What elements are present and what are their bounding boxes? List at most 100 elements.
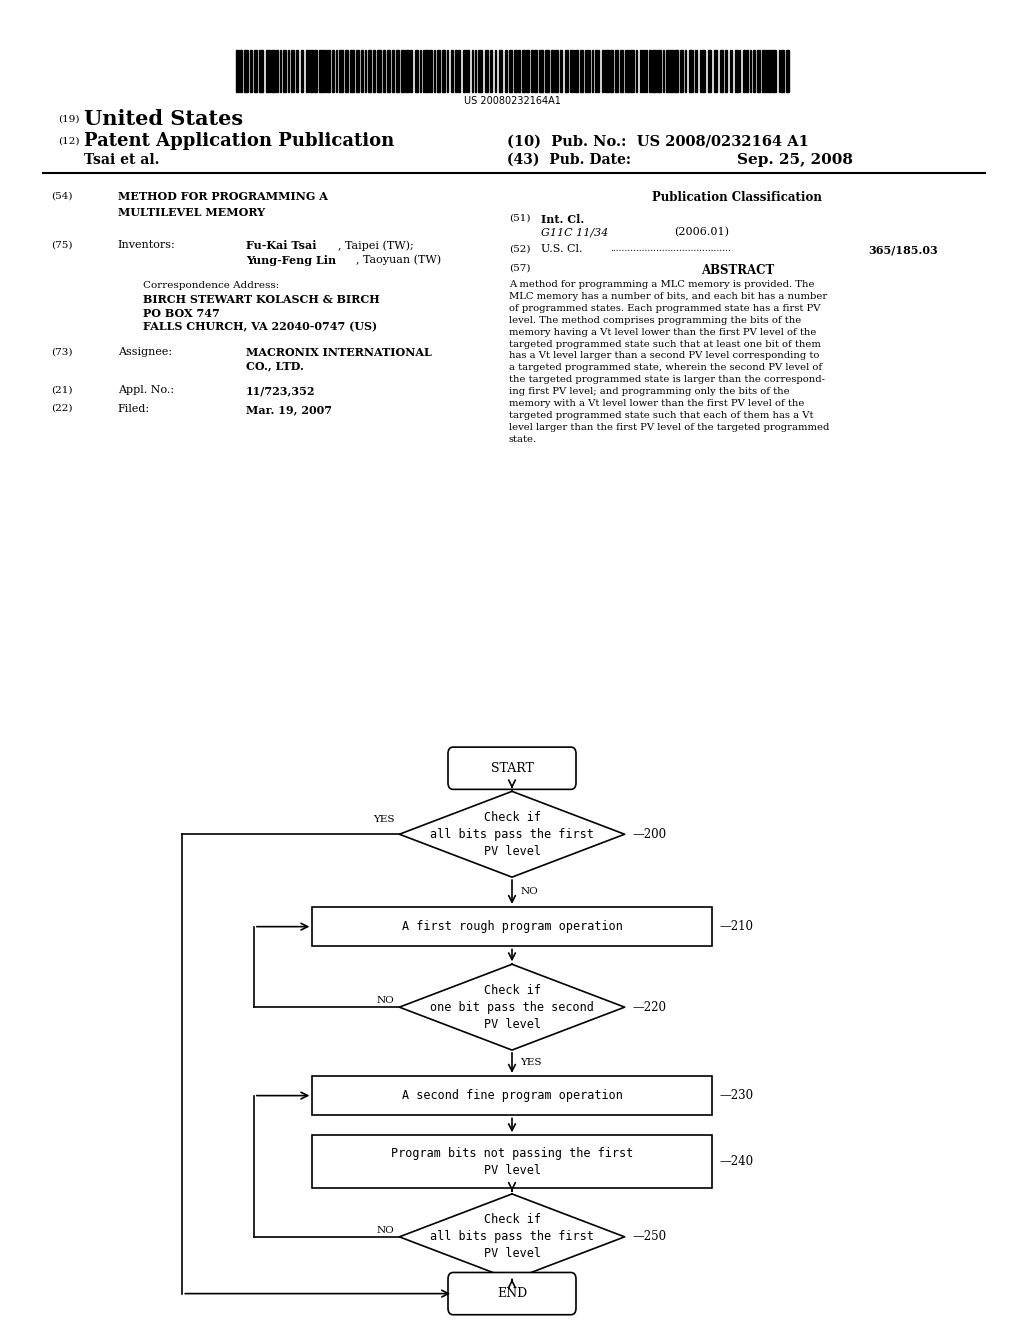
Bar bbox=[605, 50, 609, 92]
Bar bbox=[689, 50, 692, 92]
Bar bbox=[628, 50, 629, 92]
Text: ..........................................: ........................................… bbox=[610, 244, 731, 253]
Text: 11/723,352: 11/723,352 bbox=[246, 385, 315, 396]
Bar bbox=[614, 50, 618, 92]
Bar bbox=[768, 50, 771, 92]
Text: (43)  Pub. Date:: (43) Pub. Date: bbox=[507, 153, 631, 166]
Bar bbox=[625, 50, 626, 92]
Bar bbox=[531, 50, 532, 92]
Text: (73): (73) bbox=[51, 347, 73, 356]
Bar bbox=[675, 50, 678, 92]
Bar bbox=[332, 50, 334, 92]
Text: YES: YES bbox=[373, 814, 394, 824]
Polygon shape bbox=[399, 964, 625, 1051]
Bar bbox=[734, 50, 738, 92]
Bar bbox=[742, 50, 744, 92]
Text: Mar. 19, 2007: Mar. 19, 2007 bbox=[246, 404, 332, 414]
Bar bbox=[757, 50, 761, 92]
Bar bbox=[598, 50, 599, 92]
Bar bbox=[522, 50, 525, 92]
Bar bbox=[265, 50, 269, 92]
Bar bbox=[478, 50, 482, 92]
Text: MULTILEVEL MEMORY: MULTILEVEL MEMORY bbox=[118, 207, 265, 218]
Bar bbox=[395, 50, 399, 92]
Bar bbox=[336, 50, 337, 92]
Bar bbox=[592, 50, 593, 92]
Bar bbox=[244, 50, 248, 92]
Bar bbox=[475, 50, 476, 92]
Bar bbox=[526, 50, 528, 92]
Bar bbox=[725, 50, 727, 92]
Bar bbox=[312, 907, 712, 946]
Text: (19): (19) bbox=[58, 115, 80, 123]
Bar bbox=[699, 50, 700, 92]
Bar bbox=[589, 50, 591, 92]
Text: —230: —230 bbox=[720, 1089, 754, 1102]
Bar bbox=[236, 50, 239, 92]
Bar bbox=[569, 50, 571, 92]
Bar bbox=[368, 50, 372, 92]
Bar bbox=[415, 50, 419, 92]
FancyBboxPatch shape bbox=[449, 1272, 575, 1315]
Bar bbox=[387, 50, 390, 92]
Text: NO: NO bbox=[377, 1226, 394, 1234]
Text: BIRCH STEWART KOLASCH & BIRCH: BIRCH STEWART KOLASCH & BIRCH bbox=[143, 294, 380, 305]
Bar bbox=[581, 50, 583, 92]
Bar bbox=[484, 50, 488, 92]
Text: —240: —240 bbox=[720, 1155, 754, 1168]
Bar bbox=[360, 50, 364, 92]
FancyBboxPatch shape bbox=[449, 747, 575, 789]
Bar bbox=[489, 50, 493, 92]
Bar bbox=[667, 50, 669, 92]
Bar bbox=[271, 50, 274, 92]
Text: MACRONIX INTERNATIONAL: MACRONIX INTERNATIONAL bbox=[246, 347, 431, 358]
Bar bbox=[518, 50, 520, 92]
Bar bbox=[392, 50, 394, 92]
Bar bbox=[772, 50, 776, 92]
Bar bbox=[292, 50, 294, 92]
Bar bbox=[463, 50, 465, 92]
Bar bbox=[657, 50, 662, 92]
Bar bbox=[383, 50, 385, 92]
Text: US 20080232164A1: US 20080232164A1 bbox=[464, 96, 560, 107]
Polygon shape bbox=[399, 1193, 625, 1280]
Text: A first rough program operation: A first rough program operation bbox=[401, 920, 623, 933]
Polygon shape bbox=[399, 792, 625, 876]
Text: METHOD FOR PROGRAMMING A: METHOD FOR PROGRAMMING A bbox=[118, 191, 328, 202]
Bar bbox=[466, 50, 469, 92]
Text: 365/185.03: 365/185.03 bbox=[868, 244, 938, 255]
Bar bbox=[572, 50, 574, 92]
Bar bbox=[499, 50, 503, 92]
Bar bbox=[356, 50, 359, 92]
Bar bbox=[685, 50, 686, 92]
Bar bbox=[753, 50, 755, 92]
Bar bbox=[447, 50, 449, 92]
Bar bbox=[259, 50, 263, 92]
Text: Check if
all bits pass the first
PV level: Check if all bits pass the first PV leve… bbox=[430, 810, 594, 858]
Bar bbox=[559, 50, 562, 92]
Bar bbox=[702, 50, 706, 92]
Bar bbox=[663, 50, 664, 92]
Bar bbox=[296, 50, 298, 92]
Bar bbox=[312, 1076, 712, 1115]
Text: Appl. No.:: Appl. No.: bbox=[118, 385, 174, 396]
Bar bbox=[745, 50, 749, 92]
Bar bbox=[648, 50, 650, 92]
Bar bbox=[750, 50, 751, 92]
Bar bbox=[406, 50, 409, 92]
Bar bbox=[720, 50, 723, 92]
Bar bbox=[534, 50, 537, 92]
Bar bbox=[455, 50, 458, 92]
Text: (57): (57) bbox=[509, 264, 530, 273]
Text: YES: YES bbox=[520, 1059, 542, 1068]
Bar bbox=[430, 50, 431, 92]
Bar bbox=[436, 50, 439, 92]
Bar bbox=[575, 50, 579, 92]
Text: FALLS CHURCH, VA 22040-0747 (US): FALLS CHURCH, VA 22040-0747 (US) bbox=[143, 321, 378, 331]
Text: NO: NO bbox=[377, 997, 394, 1005]
Bar bbox=[411, 50, 412, 92]
Bar bbox=[765, 50, 767, 92]
Bar bbox=[621, 50, 623, 92]
Bar bbox=[276, 50, 279, 92]
Text: ABSTRACT: ABSTRACT bbox=[700, 264, 774, 277]
